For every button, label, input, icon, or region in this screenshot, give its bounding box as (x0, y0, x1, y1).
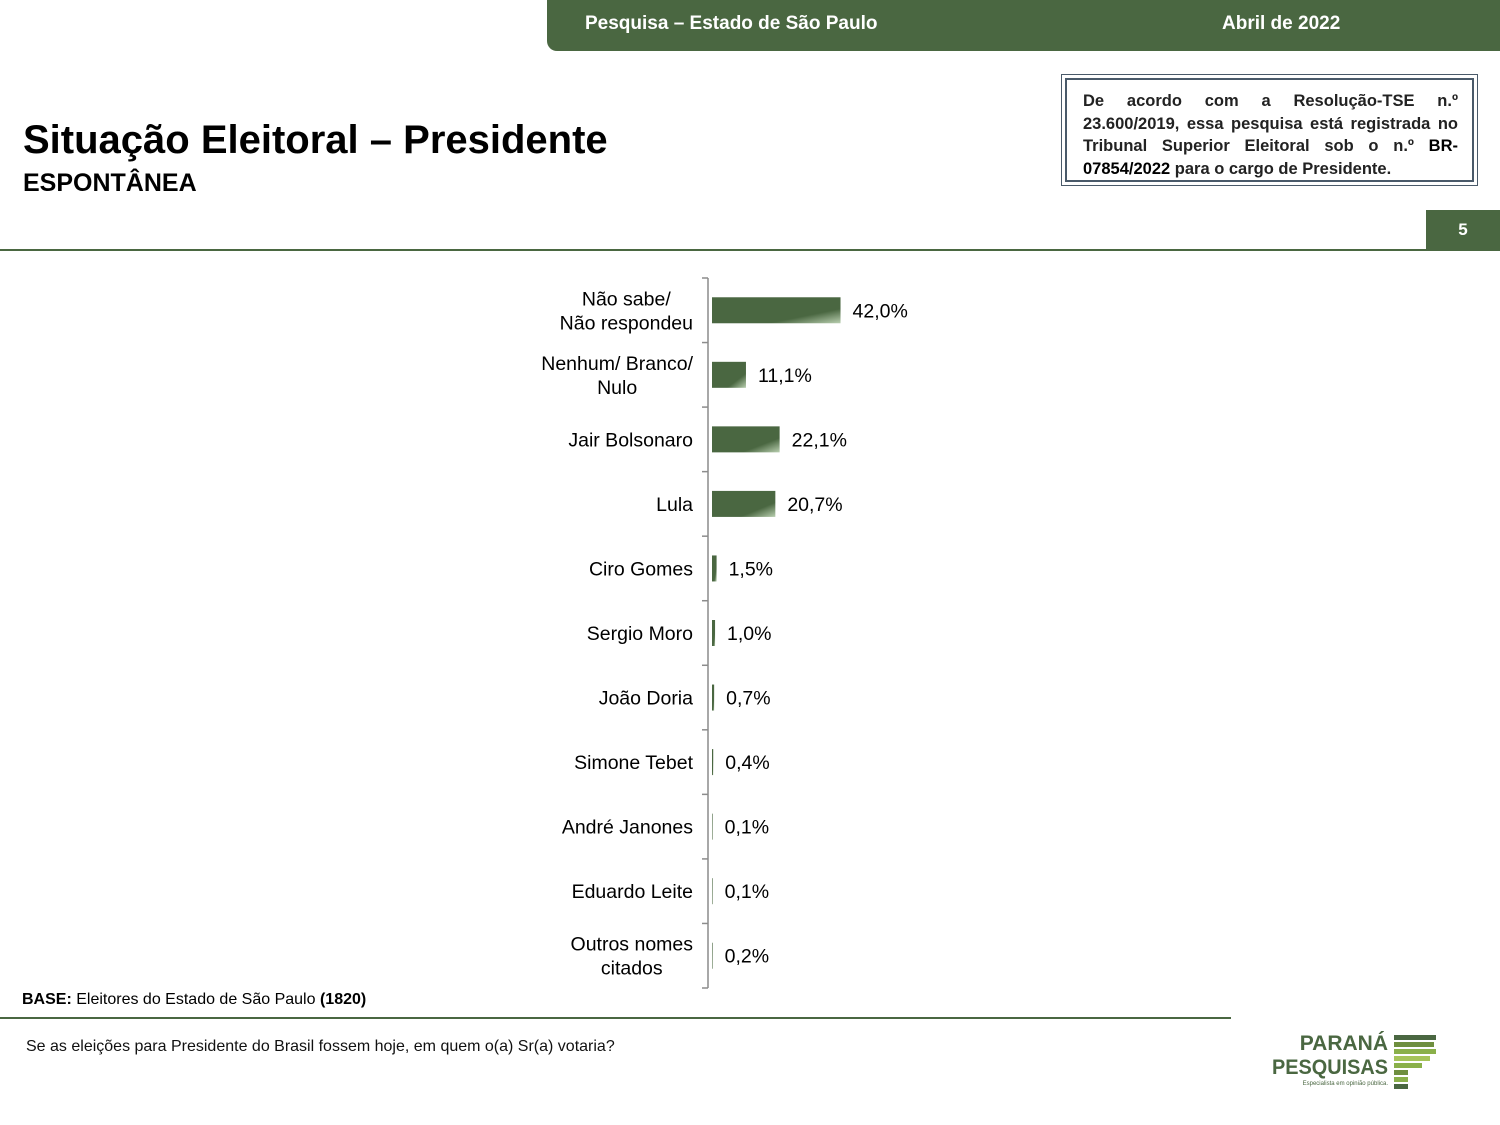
category-label: Lula (656, 494, 693, 516)
page-title: Situação Eleitoral – Presidente (23, 118, 608, 162)
data-label: 20,7% (787, 494, 842, 516)
category-label: Eduardo Leite (572, 881, 693, 903)
bar (712, 749, 714, 776)
bar (712, 555, 717, 582)
footer-divider (0, 1017, 1231, 1019)
category-label: Ciro Gomes (589, 558, 693, 580)
data-label: 1,0% (727, 623, 771, 645)
bar (712, 942, 713, 969)
data-label: 42,0% (853, 300, 908, 322)
category-label: Jair Bolsonaro (568, 429, 693, 451)
notice-registration: BR-07854/2022 (1083, 137, 1458, 178)
bar (712, 813, 713, 840)
data-label: 1,5% (729, 558, 773, 580)
bar-chart: 42,0% Não sabe/Não respondeu 11,1% Nenhum/ … (541, 277, 908, 989)
bar (712, 426, 780, 453)
parana-pesquisas-logo: PARANÁ PESQUISAS Especialista em opinião… (1272, 1032, 1436, 1089)
survey-question: Se as eleições para Presidente do Brasil… (26, 1038, 615, 1055)
bar (712, 684, 715, 711)
page-number: 5 (1426, 210, 1500, 249)
base-count: (1820) (319, 991, 367, 1008)
data-label: 11,1% (758, 365, 812, 387)
notice-text-before: De acordo com a Resolução-TSE n.º 23.600… (1083, 92, 1458, 155)
data-label: 0,1% (725, 881, 769, 903)
category-label: Não sabe/Não respondeu (560, 288, 693, 334)
category-label: Nenhum/ Branco/Nulo (541, 353, 693, 399)
bar (712, 878, 713, 905)
data-label: 0,7% (726, 688, 770, 710)
bar (712, 490, 776, 517)
header-divider (0, 249, 1500, 251)
logo-tagline: Especialista em opinião pública. (1303, 1081, 1389, 1087)
category-label: Sergio Moro (587, 623, 693, 645)
header-bar: Pesquisa – Estado de São Paulo Abril de … (547, 0, 1500, 51)
category-label: João Doria (599, 688, 693, 710)
data-label: 22,1% (792, 429, 847, 451)
data-label: 0,2% (725, 946, 769, 968)
category-label: Simone Tebet (574, 752, 693, 774)
category-label: Outros nomes citados (571, 934, 694, 980)
page-subtitle: ESPONTÂNEA (23, 169, 197, 197)
base-text: Eleitores do Estado de São Paulo (76, 991, 316, 1008)
bar (712, 620, 716, 646)
bar (712, 361, 746, 388)
base-note: BASE: Eleitores do Estado de São Paulo (… (22, 991, 366, 1009)
category-label: André Janones (562, 817, 693, 839)
tse-notice-text: De acordo com a Resolução-TSE n.º 23.600… (1065, 78, 1474, 182)
survey-label: Pesquisa – Estado de São Paulo (585, 13, 878, 34)
tse-notice: De acordo com a Resolução-TSE n.º 23.600… (1061, 74, 1478, 186)
logo-line1: PARANÁ (1300, 1032, 1388, 1055)
bar (712, 297, 841, 324)
date-label: Abril de 2022 (1222, 13, 1341, 34)
logo-line2: PESQUISAS (1272, 1056, 1388, 1079)
notice-text-after: para o cargo de Presidente. (1170, 159, 1392, 178)
data-label: 0,1% (725, 817, 769, 839)
base-label: BASE: (22, 991, 72, 1008)
logo-stripes (1394, 1035, 1436, 1089)
data-label: 0,4% (725, 752, 769, 774)
